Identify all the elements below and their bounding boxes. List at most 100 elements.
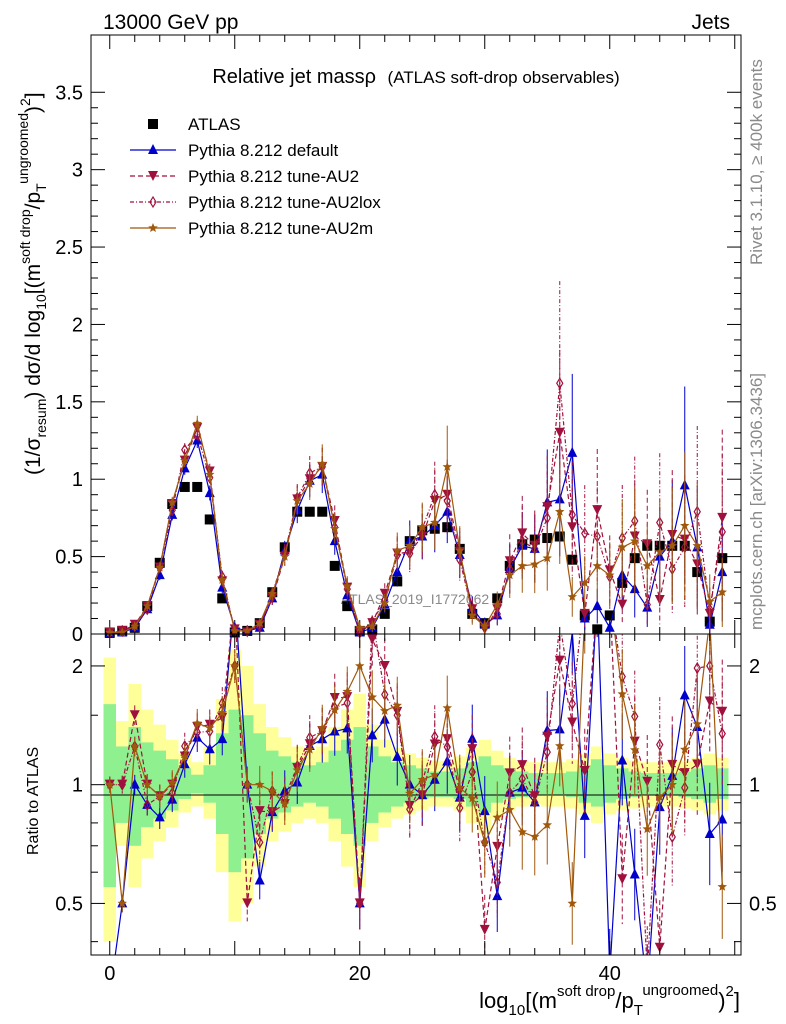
series-point bbox=[555, 506, 565, 516]
ratio-point bbox=[455, 782, 465, 792]
ratio-point bbox=[479, 924, 490, 935]
legend-marker bbox=[148, 119, 158, 129]
series-point bbox=[118, 624, 126, 638]
main-ytick-label: 0 bbox=[72, 624, 83, 646]
ratio-point bbox=[543, 745, 551, 759]
ratio-ytick-label: 0.5 bbox=[55, 893, 83, 915]
mcplots-label: mcplots.cern.ch [arXiv:1306.3436] bbox=[747, 373, 766, 630]
series-point bbox=[130, 621, 140, 631]
ratio-band-inner bbox=[103, 704, 116, 888]
ratio-band-inner bbox=[691, 768, 704, 799]
series-point bbox=[493, 607, 501, 621]
ratio-point bbox=[129, 778, 140, 789]
series-point bbox=[255, 618, 265, 628]
series-point bbox=[304, 506, 315, 517]
series-point bbox=[442, 461, 452, 471]
ratio-point bbox=[630, 745, 640, 754]
ratio-point bbox=[480, 837, 490, 847]
series-point bbox=[579, 608, 590, 619]
series-point bbox=[204, 514, 215, 525]
ratio-point bbox=[367, 634, 378, 645]
ratio-point bbox=[442, 702, 452, 712]
main-ytick-label: 1 bbox=[72, 469, 83, 491]
ratio-point bbox=[117, 898, 127, 908]
ratio-point bbox=[205, 723, 215, 733]
legend-label: Pythia 8.212 default bbox=[188, 141, 339, 160]
subtitle-text: (ATLAS soft-drop observables) bbox=[388, 68, 620, 87]
ratio-point bbox=[692, 719, 702, 729]
series-point bbox=[292, 495, 302, 505]
ratio-point bbox=[242, 898, 253, 909]
series-point bbox=[568, 508, 576, 521]
ratio-ytick-label-right: 0.5 bbox=[749, 893, 777, 915]
main-ytick-label: 3.5 bbox=[55, 82, 83, 104]
series-point bbox=[717, 587, 727, 597]
series-line bbox=[109, 438, 723, 635]
legend-label: Pythia 8.212 tune-AU2 bbox=[188, 167, 359, 186]
series-point bbox=[217, 574, 227, 584]
ratio-point bbox=[492, 812, 502, 822]
series-point bbox=[342, 601, 353, 612]
series-point bbox=[517, 560, 527, 570]
series-point bbox=[168, 504, 176, 517]
series-point bbox=[342, 581, 352, 591]
ratio-point bbox=[555, 740, 565, 750]
ratio-point bbox=[154, 811, 165, 822]
ratio-band-inner bbox=[203, 765, 216, 803]
series-3 bbox=[106, 281, 726, 639]
ratio-point bbox=[167, 777, 177, 787]
series-point bbox=[530, 559, 540, 569]
series-point bbox=[455, 545, 465, 555]
series-point bbox=[180, 455, 190, 465]
ratio-point bbox=[367, 692, 377, 702]
ratio-point bbox=[629, 868, 640, 879]
ratio-point bbox=[130, 741, 140, 751]
main-ytick-label: 1.5 bbox=[55, 392, 83, 414]
ratio-point bbox=[118, 778, 126, 791]
ratio-point bbox=[392, 700, 402, 710]
ratio-point bbox=[518, 772, 526, 786]
series-point bbox=[217, 593, 228, 604]
series-point bbox=[692, 540, 702, 550]
ratio-point bbox=[704, 696, 715, 707]
series-point bbox=[655, 547, 665, 556]
ratio-point bbox=[542, 820, 552, 829]
ratio-point bbox=[256, 836, 264, 849]
series-point bbox=[705, 596, 715, 606]
series-point bbox=[192, 481, 203, 492]
series-point bbox=[204, 487, 215, 498]
ratio-point bbox=[217, 707, 227, 717]
ratio-point bbox=[405, 788, 415, 798]
series-point bbox=[667, 540, 677, 550]
series-4 bbox=[105, 415, 727, 637]
ratio-ylabel: Ratio to ATLAS bbox=[25, 747, 42, 855]
ratio-band-inner bbox=[591, 759, 604, 807]
ratio-point bbox=[530, 831, 540, 841]
ratio-point bbox=[280, 799, 290, 809]
series-point bbox=[267, 588, 277, 598]
series-point bbox=[604, 610, 615, 621]
ratio-point bbox=[330, 705, 340, 715]
ratio-point bbox=[129, 710, 140, 721]
ratio-point bbox=[443, 740, 451, 754]
ratio-point bbox=[417, 774, 427, 784]
series-point bbox=[554, 427, 565, 438]
series-point bbox=[543, 511, 551, 525]
series-point bbox=[329, 560, 340, 571]
series-point bbox=[330, 523, 340, 533]
series-0 bbox=[104, 481, 728, 638]
title-text: Relative jet massρ bbox=[212, 66, 376, 88]
ratio-band-inner bbox=[316, 762, 329, 807]
series-point bbox=[556, 377, 564, 390]
series-point bbox=[367, 621, 377, 631]
series-point bbox=[242, 625, 252, 635]
ratio-point bbox=[168, 786, 176, 800]
legend-label: Pythia 8.212 tune-AU2lox bbox=[188, 193, 381, 212]
ratio-line bbox=[109, 634, 723, 904]
series-point bbox=[680, 520, 690, 530]
ratio-band-inner bbox=[328, 750, 341, 819]
ratio-band-inner bbox=[353, 727, 366, 846]
series-point bbox=[567, 591, 577, 601]
series-point bbox=[379, 608, 390, 619]
